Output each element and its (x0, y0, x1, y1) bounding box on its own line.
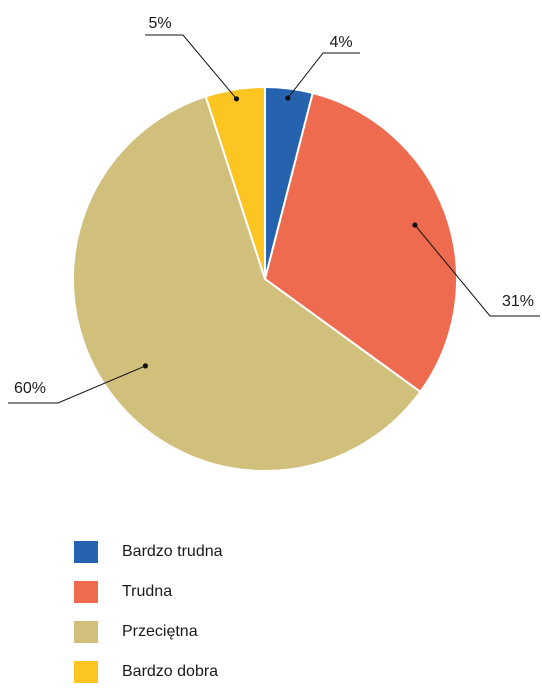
slice-value-label: 4% (329, 34, 352, 51)
legend-swatch (74, 581, 98, 603)
legend-item-bardzo-trudna: Bardzo trudna (74, 538, 223, 566)
pie-slices (72, 85, 458, 472)
pie-slice-4 (204, 85, 266, 280)
legend-swatch (74, 661, 98, 683)
pie-chart: 4% 31% 60% 5% (8, 15, 540, 472)
legend-label: Trudna (122, 583, 173, 600)
pie-slice-3 (72, 95, 422, 472)
legend-swatch (74, 541, 98, 563)
leader-line (287, 52, 360, 99)
leader-line (8, 365, 146, 404)
leader-lines (8, 34, 540, 404)
leader-line (145, 34, 237, 100)
slice-labels: 4% 31% 60% 5% (14, 15, 534, 397)
legend-label: Przeciętna (122, 623, 198, 640)
legend-swatch (74, 621, 98, 643)
legend-label: Bardzo trudna (122, 543, 223, 560)
leader-line (414, 224, 540, 317)
chart-legend: Bardzo trudna Trudna Przeciętna Bardzo d… (74, 538, 223, 698)
slice-value-label: 60% (14, 380, 46, 397)
slice-value-label: 31% (502, 293, 534, 310)
legend-item-trudna: Trudna (74, 578, 223, 606)
legend-item-przecietna: Przeciętna (74, 618, 223, 646)
slice-value-label: 5% (148, 15, 171, 32)
pie-slice-2 (263, 91, 458, 394)
legend-item-bardzo-dobra: Bardzo dobra (74, 658, 223, 686)
legend-label: Bardzo dobra (122, 663, 219, 680)
